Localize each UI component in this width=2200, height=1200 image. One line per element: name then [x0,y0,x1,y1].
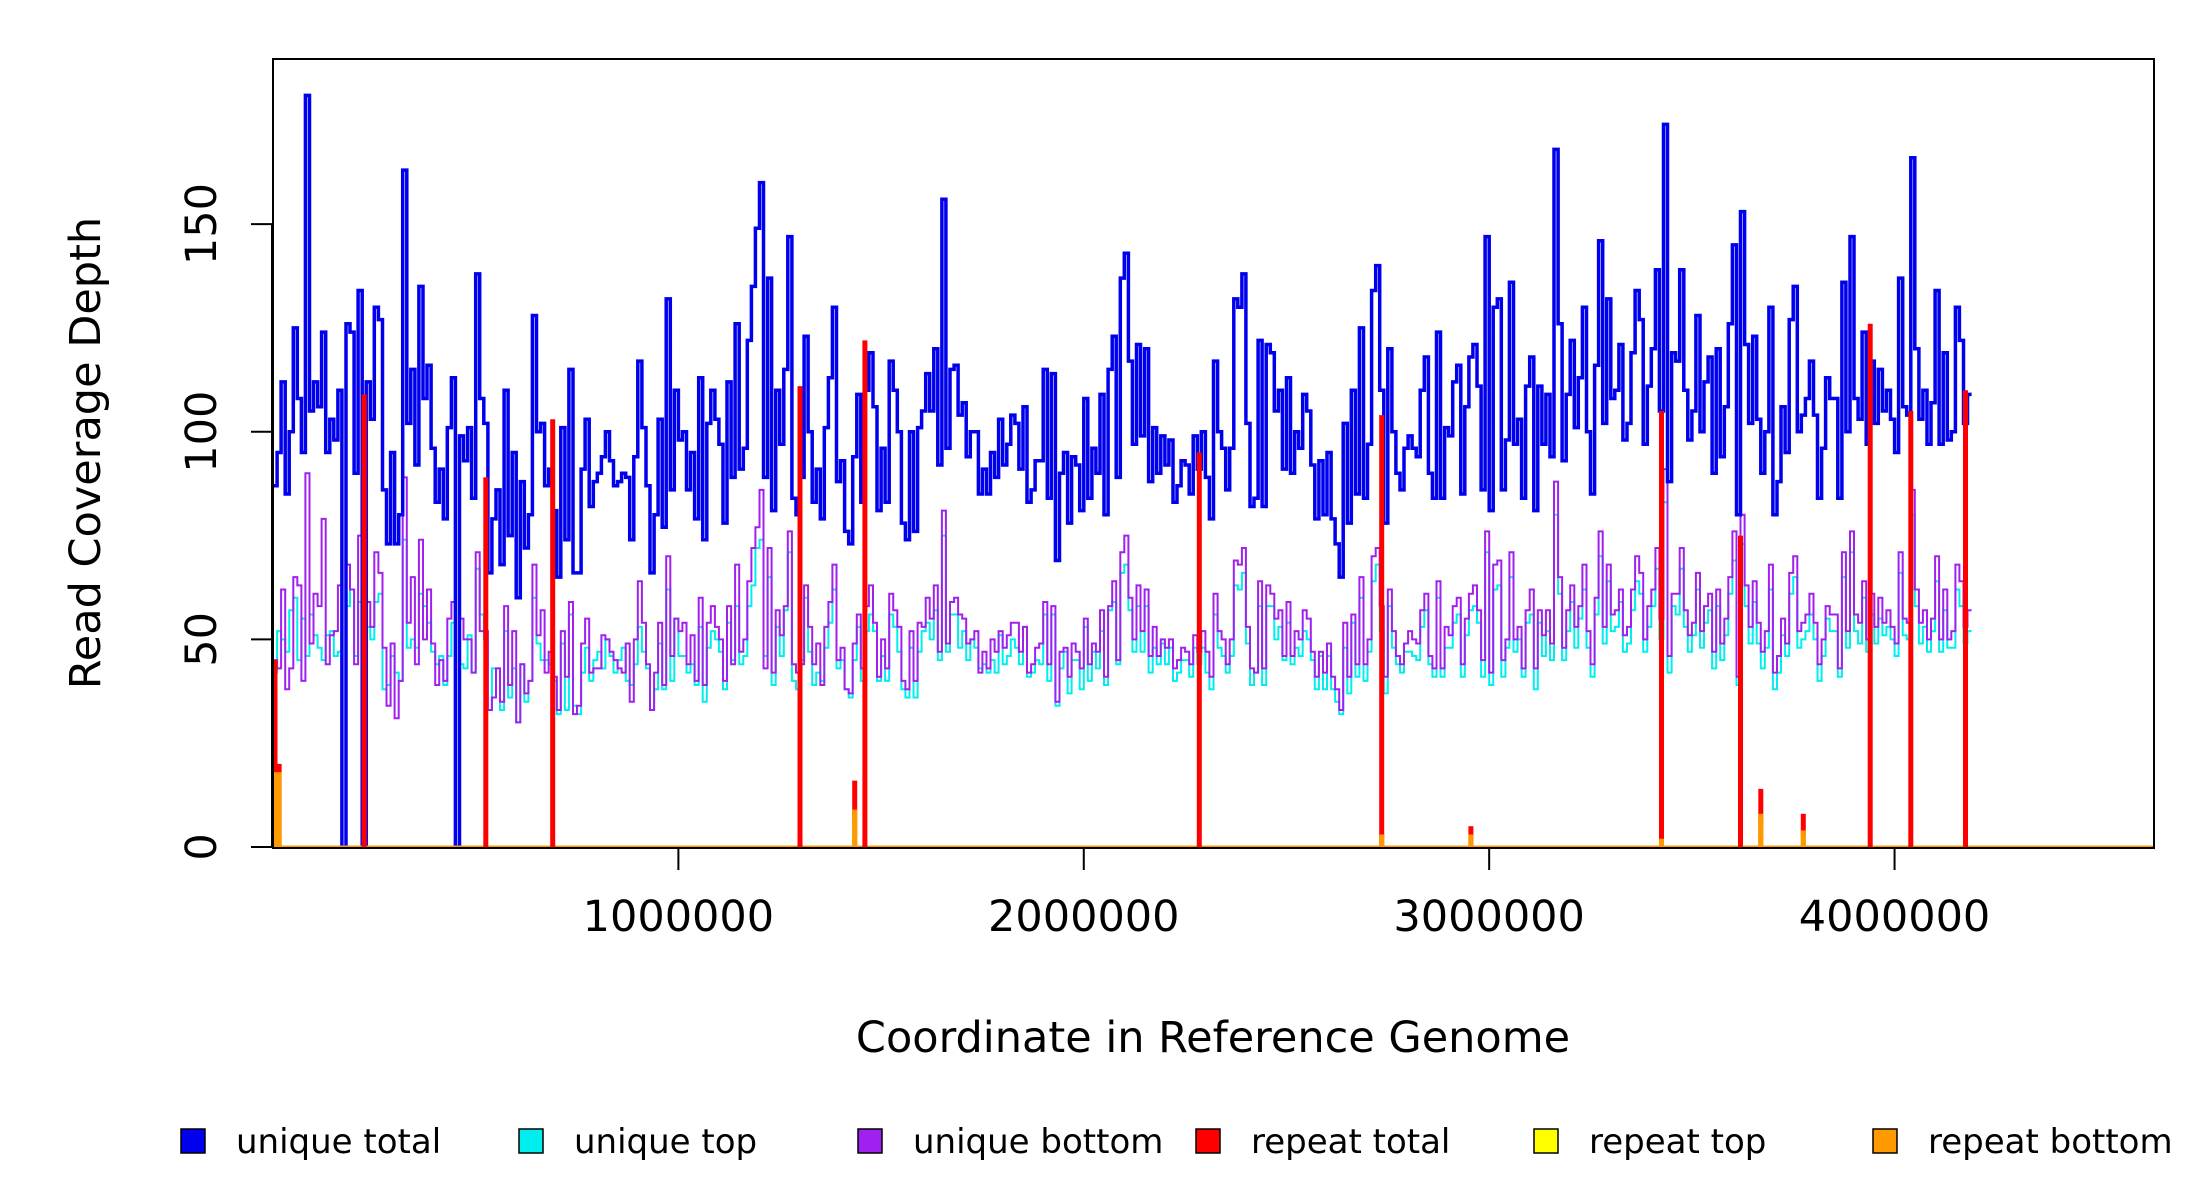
legend-swatch [1533,1128,1559,1154]
x-tick-label: 3000000 [1393,892,1585,942]
x-tick-label: 2000000 [988,892,1180,942]
y-axis-label: Read Coverage Depth [61,217,111,689]
legend-swatch [857,1128,883,1154]
legend-label: unique total [236,1122,441,1162]
legend-item-unique-bottom: unique bottom [857,1122,1163,1162]
x-tick-label: 4000000 [1799,892,1991,942]
legend: unique total unique top unique bottom repea… [180,1122,2173,1162]
legend-swatch [518,1128,544,1154]
x-axis-label: Coordinate in Reference Genome [856,1013,1570,1063]
legend-label: unique top [574,1122,757,1162]
legend-item-repeat-bottom: repeat bottom [1872,1122,2173,1162]
legend-swatch [1195,1128,1221,1154]
y-tick-label: 50 [177,612,227,667]
y-tick-label: 150 [177,183,227,265]
legend-label: repeat bottom [1928,1122,2173,1162]
series-line-unique-total [273,93,1972,849]
legend-label: repeat total [1251,1122,1450,1162]
legend-swatch [1872,1128,1898,1154]
x-axis: 1000000 2000000 3000000 4000000 [583,848,1991,942]
legend-swatch [180,1128,206,1154]
y-axis: 0 50 100 150 [177,183,273,861]
y-tick-label: 0 [177,833,227,860]
legend-item-repeat-top: repeat top [1533,1122,1766,1162]
legend-label: repeat top [1589,1122,1766,1162]
y-tick-label: 100 [177,391,227,473]
legend-item-unique-top: unique top [518,1122,757,1162]
series-layer [272,93,2154,849]
series-line-unique-bottom [273,468,1972,848]
legend-item-repeat-total: repeat total [1195,1122,1450,1162]
x-tick-label: 1000000 [583,892,775,942]
legend-label: unique bottom [913,1122,1163,1162]
legend-item-unique-total: unique total [180,1122,441,1162]
